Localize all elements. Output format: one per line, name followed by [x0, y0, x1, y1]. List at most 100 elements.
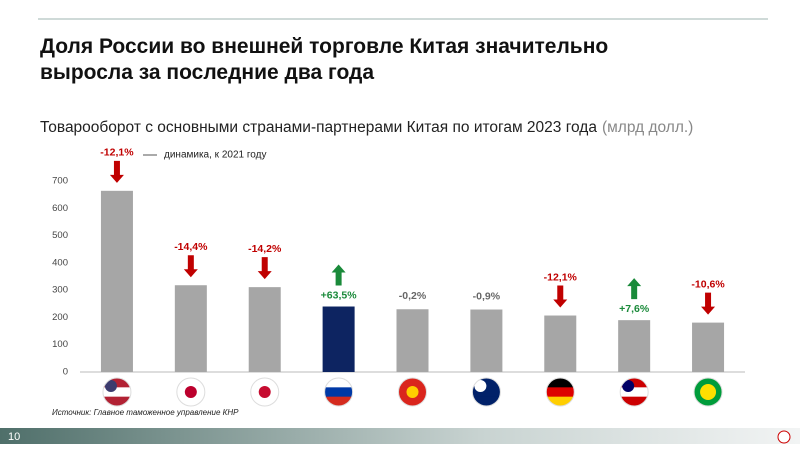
flag [176, 377, 206, 407]
flag [324, 377, 354, 407]
bar [248, 287, 281, 372]
flag-emblem [622, 380, 635, 392]
flag-ring [619, 377, 649, 407]
flag-stripe [102, 396, 131, 406]
change-label: +63,5% [321, 289, 358, 301]
flag-stripe [546, 396, 575, 406]
title-line: Доля России во внешней торговле Китая зн… [40, 35, 608, 58]
flag [545, 377, 575, 407]
flag-stripe [102, 378, 131, 388]
subtitle-line: Товарооборот с основными странами-партне… [40, 119, 693, 136]
change-label: -12,1% [544, 271, 578, 283]
flag [619, 377, 649, 407]
flag-stripe [694, 378, 723, 388]
flag-ring [176, 377, 206, 407]
y-tick-label: 400 [52, 257, 68, 268]
change-arrow [627, 278, 642, 300]
logo [777, 430, 791, 444]
flag-stripe [472, 387, 501, 398]
flag-stripe [324, 387, 353, 398]
flag-ring [693, 377, 723, 407]
change-label: -14,4% [174, 241, 208, 253]
flag-body [324, 378, 353, 406]
flag [693, 377, 723, 407]
y-tick-label: 600 [52, 203, 68, 214]
flag-stripe [472, 378, 501, 388]
flag-ring [250, 377, 280, 407]
chart-title: Доля России во внешней торговле Китая зн… [40, 35, 608, 84]
flag-ring [102, 377, 132, 407]
title-line: выросла за последние два года [40, 61, 374, 84]
flag-body [250, 378, 279, 406]
flag-stripe [250, 378, 279, 388]
flag-stripe [324, 396, 353, 406]
flag-body [472, 378, 501, 406]
change-label: +7,6% [619, 303, 650, 315]
change-label: -14,2% [248, 243, 282, 255]
y-tick-label: 500 [52, 230, 68, 241]
footer-bar [0, 428, 800, 444]
change-label: -0,2% [399, 290, 427, 302]
change-arrow [701, 292, 716, 315]
change-label: -12,1% [100, 147, 134, 159]
flag-stripe [620, 396, 649, 406]
bar [692, 322, 725, 372]
flag-emblem [184, 386, 197, 398]
flag-ring [324, 377, 354, 407]
flag [102, 377, 132, 407]
flag-stripe [694, 396, 723, 406]
flag-emblem [700, 384, 717, 400]
flag-stripe [398, 378, 427, 388]
flag-emblem [406, 386, 419, 398]
flag-stripe [102, 387, 131, 398]
change-label: -0,9% [473, 290, 501, 302]
change-arrow [553, 285, 568, 308]
flag-stripe [176, 378, 205, 388]
flag-emblem [474, 380, 487, 392]
flag [398, 377, 427, 407]
flag-stripe [250, 396, 279, 406]
flag-body [102, 378, 131, 406]
flag-stripe [324, 378, 353, 388]
source: Источник: Главное таможенное управление … [52, 408, 239, 417]
flag-body [620, 378, 649, 406]
legend-note: динамика, к 2021 году [164, 150, 266, 161]
flag-stripe [620, 387, 649, 398]
flag-stripe [620, 378, 649, 388]
flag-ring [398, 377, 427, 407]
flag-stripe [398, 396, 427, 406]
y-tick-label: 0 [63, 367, 68, 378]
flag-stripe [546, 378, 575, 388]
flag-ring [545, 377, 575, 407]
change-arrow [109, 160, 124, 183]
flag-emblem [258, 386, 271, 398]
bar [470, 309, 503, 372]
flag [471, 377, 501, 407]
flag-body [398, 378, 427, 406]
y-tick-label: 100 [52, 339, 68, 350]
change-label: -10,6% [691, 278, 725, 290]
flag-body [176, 378, 205, 406]
y-tick-label: 200 [52, 312, 68, 323]
flag-body [694, 378, 723, 406]
flag-stripe [546, 387, 575, 398]
page-number: 10 [8, 431, 20, 443]
unit: (млрд долл.) [602, 119, 693, 136]
y-tick-label: 700 [52, 176, 68, 187]
bar [100, 190, 133, 372]
y-tick-label: 300 [52, 285, 68, 296]
chart-subtitle: Товарооборот с основными странами-партне… [40, 119, 597, 136]
bar [618, 320, 651, 372]
change-arrow [183, 255, 198, 278]
flag-emblem [104, 380, 117, 392]
flag [250, 377, 280, 407]
bar [544, 315, 577, 372]
bar [322, 306, 355, 372]
flag-body [546, 378, 575, 406]
flag-stripe [176, 396, 205, 406]
change-arrow [331, 264, 346, 286]
flag-ring [471, 377, 501, 407]
bar [174, 285, 207, 372]
flag-stripe [472, 396, 501, 406]
